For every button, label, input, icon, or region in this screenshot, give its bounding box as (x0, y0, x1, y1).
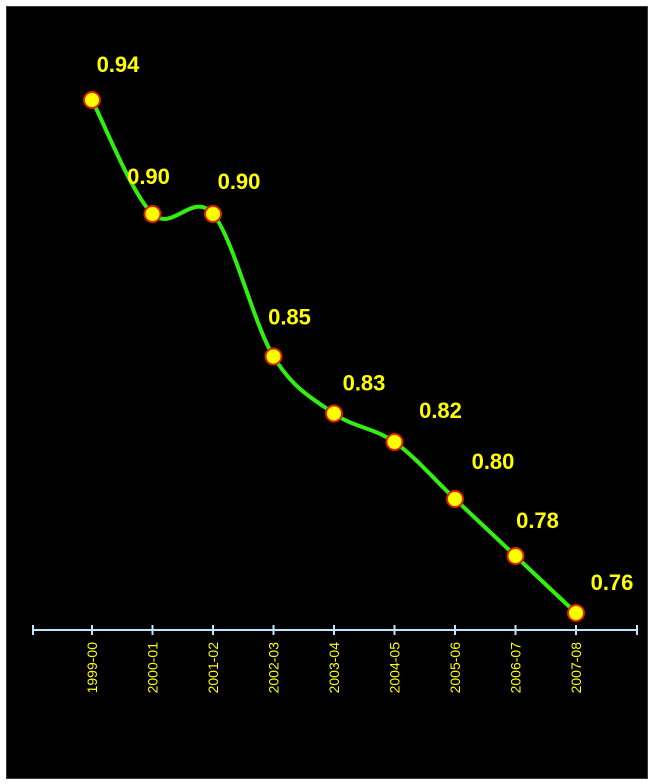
data-point-2002-03 (264, 347, 283, 366)
data-point-2007-08 (567, 604, 585, 622)
x-tick-label-2002-03: 2002-03 (266, 642, 282, 694)
data-label-2006-07: 0.78 (516, 508, 559, 533)
series-line (90, 98, 578, 615)
x-tick-label-1999-00: 1999-00 (84, 642, 100, 694)
data-point-2005-06 (446, 490, 464, 508)
data-point-2001-02 (204, 205, 222, 223)
x-tick-label-2004-05: 2004-05 (387, 642, 403, 694)
data-label-2001-02: 0.90 (218, 169, 261, 194)
data-label-2003-04: 0.83 (343, 371, 386, 396)
data-label-1999-00: 0.94 (97, 52, 141, 77)
data-label-2000-01: 0.90 (127, 164, 170, 189)
data-label-2002-03: 0.85 (268, 305, 311, 330)
data-point-2006-07 (506, 547, 525, 565)
data-label-2007-08: 0.76 (591, 570, 634, 595)
x-tick-label-2007-08: 2007-08 (568, 642, 584, 694)
x-tick-label-2003-04: 2003-04 (326, 642, 342, 694)
x-tick-label-2005-06: 2005-06 (447, 642, 463, 694)
data-label-2005-06: 0.80 (472, 449, 515, 474)
data-point-2003-04 (325, 404, 343, 423)
data-point-1999-00 (83, 91, 101, 109)
chart-frame (6, 6, 648, 779)
data-point-2004-05 (385, 433, 404, 451)
x-tick-label-2006-07: 2006-07 (508, 642, 524, 694)
data-point-2000-01 (143, 205, 162, 223)
x-tick-label-2001-02: 2001-02 (205, 642, 221, 694)
x-tick-label-2000-01: 2000-01 (145, 642, 161, 694)
data-label-2004-05: 0.82 (419, 398, 462, 423)
